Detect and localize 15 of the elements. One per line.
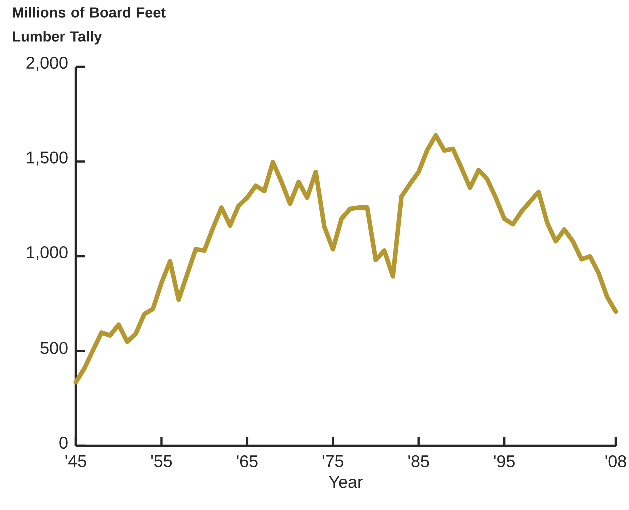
y-tick-label: 2,000 — [26, 56, 68, 72]
x-axis-title: Year — [329, 476, 363, 488]
x-tick-label: '95 — [494, 456, 515, 468]
x-tick-label: '45 — [66, 456, 86, 468]
y-tick-label: 500 — [40, 342, 68, 354]
x-tick-label: '75 — [322, 456, 344, 468]
y-tick-label: 1,000 — [27, 246, 68, 261]
y-tick-label: 0 — [60, 436, 68, 450]
y-tick-label: 1,500 — [27, 152, 68, 166]
y-axis-title: Millions of Board Feet Lumber Tally — [13, 7, 166, 45]
x-tick-label: '55 — [152, 456, 172, 468]
x-tick-label: '65 — [237, 456, 258, 468]
x-tick-label: '08 — [606, 456, 626, 468]
line-series — [74, 133, 618, 385]
x-tick-label: '85 — [408, 456, 430, 468]
